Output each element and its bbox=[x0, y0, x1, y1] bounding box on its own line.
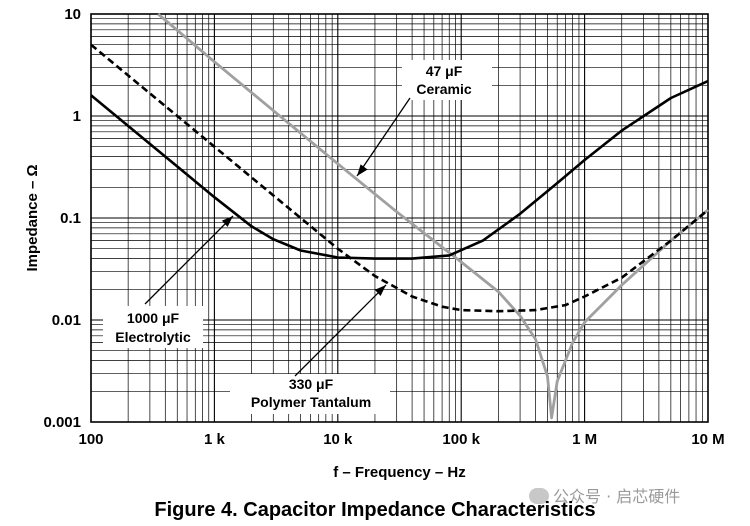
x-tick-label: 100 k bbox=[442, 431, 480, 448]
figure-caption: Figure 4. Capacitor Impedance Characteri… bbox=[154, 499, 596, 521]
series-line-2 bbox=[157, 12, 709, 420]
x-tick-label: 1 M bbox=[572, 431, 597, 448]
annotation-tantalum-arrowhead bbox=[374, 285, 386, 296]
annotation-electrolytic-line1: 1000 μF bbox=[127, 310, 180, 326]
series-layer bbox=[90, 12, 709, 420]
annotation-electrolytic-box bbox=[103, 306, 203, 348]
annotation-ceramic-line2: Ceramic bbox=[416, 81, 471, 97]
y-tick-label: 0.1 bbox=[60, 210, 81, 227]
annotation-ceramic-line1: 47 μF bbox=[426, 63, 463, 79]
x-tick-label: 100 bbox=[78, 431, 103, 448]
x-tick-label: 1 k bbox=[204, 431, 226, 448]
y-tick-label: 0.01 bbox=[52, 312, 81, 329]
annotation-tantalum: 330 μF Polymer Tantalum bbox=[230, 284, 390, 414]
annotation-tantalum-line2: Polymer Tantalum bbox=[251, 394, 371, 410]
y-axis-title: Impedance – Ω bbox=[24, 164, 41, 271]
annotation-tantalum-arrow bbox=[294, 284, 387, 377]
annotation-electrolytic-arrow bbox=[144, 215, 234, 305]
annotation-electrolytic-line2: Electrolytic bbox=[115, 329, 191, 345]
grid bbox=[90, 14, 708, 423]
series-line-0 bbox=[90, 79, 709, 260]
watermark-text: 公众号 · 启芯硬件 bbox=[553, 487, 681, 506]
annotation-electrolytic: 1000 μF Electrolytic bbox=[103, 215, 234, 348]
impedance-chart: 100 1 k 10 k 100 k 1 M 10 M 10 1 0.1 0.01 0.001 f … bbox=[24, 6, 725, 481]
annotation-ceramic: 47 μF Ceramic bbox=[356, 60, 492, 177]
annotation-ceramic-box bbox=[402, 60, 492, 100]
y-tick-label: 10 bbox=[64, 6, 81, 23]
tick-labels: 100 1 k 10 k 100 k 1 M 10 M 10 1 0.1 0.01 0.001 bbox=[43, 6, 724, 448]
plot-frame bbox=[90, 13, 709, 423]
annotation-tantalum-line1: 330 μF bbox=[289, 376, 334, 392]
y-tick-label: 0.001 bbox=[43, 414, 81, 431]
watermark: 公众号 · 启芯硬件 bbox=[529, 483, 680, 507]
x-tick-label: 10 M bbox=[691, 431, 724, 448]
annotation-tantalum-box bbox=[230, 374, 390, 414]
y-tick-label: 1 bbox=[73, 108, 81, 125]
wechat-icon bbox=[529, 488, 549, 504]
annotation-ceramic-arrowhead bbox=[357, 164, 368, 176]
x-axis-title: f – Frequency – Hz bbox=[333, 464, 466, 481]
series-line-1 bbox=[90, 43, 709, 313]
annotation-ceramic-arrow bbox=[356, 97, 411, 177]
annotation-electrolytic-arrowhead bbox=[221, 216, 233, 227]
x-tick-label: 10 k bbox=[323, 431, 353, 448]
